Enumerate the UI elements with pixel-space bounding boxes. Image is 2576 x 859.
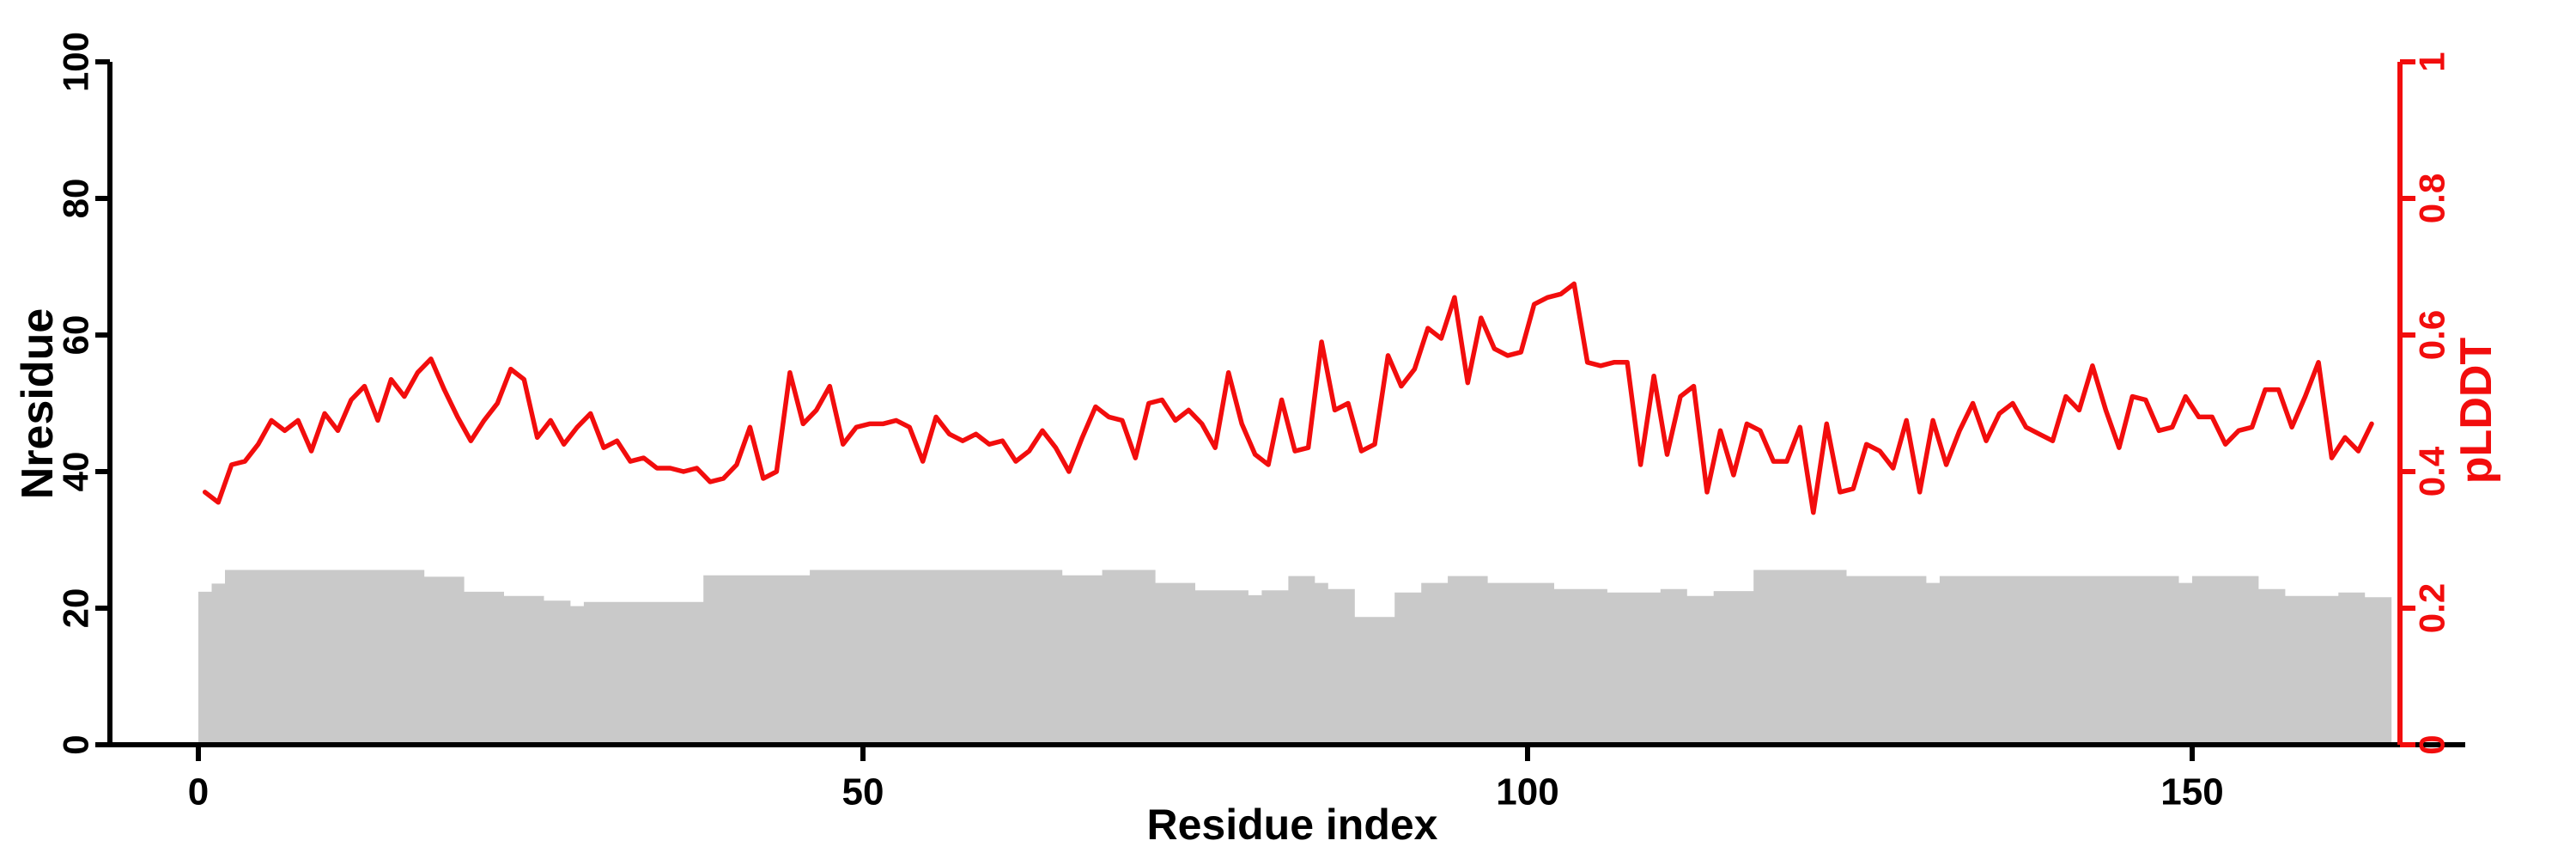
bottom-tick-label-0: 0 [188,771,209,813]
left-tick-label-60: 60 [56,315,96,356]
bottom-axis-title: Residue index [1147,801,1438,849]
left-tick-label-20: 20 [56,588,96,629]
left-tick-label-100: 100 [56,32,96,92]
left-tick-label-0: 0 [56,734,96,754]
plddt-line [202,281,2374,515]
nresidue-area [198,570,2392,745]
bottom-tick-label-150: 150 [2160,771,2223,813]
left-tick-label-80: 80 [56,179,96,219]
bottom-tick-label-100: 100 [1496,771,1558,813]
right-tick-label-0: 0 [2412,734,2452,754]
left-axis-ticks: 0 20 40 60 80 100 [56,32,110,755]
right-tick-label-0.4: 0.4 [2412,446,2452,497]
left-axis-title: Nresidue [13,308,63,500]
bottom-tick-label-50: 50 [842,771,884,813]
right-axis-ticks: 0 0.2 0.4 0.6 0.8 1 [2400,52,2452,755]
bottom-axis-ticks: 0 50 100 150 [188,745,2224,813]
left-tick-label-40: 40 [56,452,96,492]
right-tick-label-0.6: 0.6 [2412,310,2452,360]
right-axis-title: pLDDT [2451,338,2501,484]
right-tick-label-1: 1 [2412,52,2452,71]
right-tick-label-0.2: 0.2 [2412,583,2452,633]
right-tick-label-0.8: 0.8 [2412,174,2452,223]
